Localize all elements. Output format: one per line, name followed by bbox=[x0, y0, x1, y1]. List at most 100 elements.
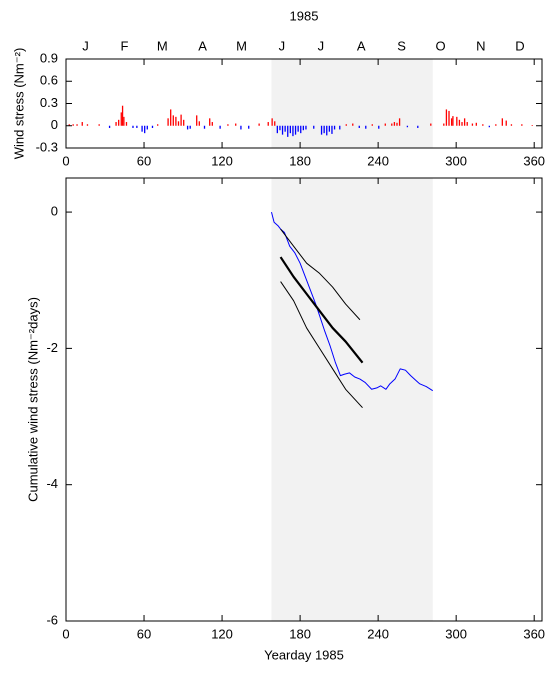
bar bbox=[170, 109, 172, 126]
bar bbox=[271, 118, 273, 126]
x-tick-label: 240 bbox=[367, 153, 389, 168]
bar bbox=[384, 123, 386, 126]
bar bbox=[198, 121, 200, 126]
month-label: J bbox=[279, 38, 286, 53]
bar bbox=[326, 125, 328, 136]
bar bbox=[121, 105, 124, 126]
bar bbox=[151, 125, 154, 128]
bar bbox=[358, 125, 360, 128]
bar bbox=[495, 124, 497, 126]
bar bbox=[144, 125, 146, 134]
bar bbox=[371, 124, 373, 126]
bar bbox=[186, 125, 189, 130]
month-label: A bbox=[357, 38, 366, 53]
bar bbox=[267, 122, 269, 126]
bar bbox=[365, 125, 367, 129]
month-label: A bbox=[198, 38, 207, 53]
x-tick-label: 300 bbox=[445, 626, 467, 641]
bar bbox=[294, 125, 297, 135]
month-label: M bbox=[236, 38, 247, 53]
bar bbox=[456, 116, 458, 126]
bar bbox=[396, 122, 398, 126]
bar bbox=[209, 118, 211, 126]
bar bbox=[287, 125, 289, 137]
month-label: N bbox=[476, 38, 485, 53]
bar bbox=[302, 125, 304, 131]
y-tick-label: -0.3 bbox=[36, 139, 58, 154]
axes-box bbox=[65, 177, 543, 622]
x-tick-label: 240 bbox=[367, 626, 389, 641]
bar bbox=[123, 116, 125, 126]
month-label: M bbox=[157, 38, 168, 53]
x-tick-label: 180 bbox=[289, 153, 311, 168]
month-label: J bbox=[318, 38, 325, 53]
bar bbox=[240, 125, 242, 130]
bar bbox=[501, 118, 503, 126]
bar bbox=[68, 124, 70, 126]
bar bbox=[320, 125, 323, 135]
bar bbox=[488, 125, 490, 128]
bar bbox=[72, 124, 74, 126]
month-label: O bbox=[435, 38, 445, 53]
bar bbox=[430, 123, 432, 126]
x-tick-label: 360 bbox=[523, 626, 545, 641]
bar bbox=[331, 125, 333, 134]
x-tick-label: 120 bbox=[211, 626, 233, 641]
bar bbox=[521, 124, 523, 126]
bar bbox=[289, 125, 291, 134]
month-label: D bbox=[515, 38, 524, 53]
bar bbox=[323, 125, 325, 134]
bar bbox=[203, 125, 206, 129]
month-label: S bbox=[397, 38, 406, 53]
x-tick-label: 120 bbox=[211, 153, 233, 168]
bar bbox=[172, 115, 174, 126]
bar bbox=[448, 110, 450, 126]
bar bbox=[177, 121, 180, 126]
month-label: F bbox=[121, 38, 129, 53]
bar bbox=[292, 125, 294, 137]
bar bbox=[258, 123, 260, 126]
month-label: J bbox=[82, 38, 89, 53]
bar bbox=[482, 124, 484, 126]
x-tick-label: 180 bbox=[289, 626, 311, 641]
bar bbox=[333, 125, 336, 130]
bar bbox=[445, 109, 448, 126]
x-tick-label: 300 bbox=[445, 153, 467, 168]
y-tick-label: -6 bbox=[46, 612, 58, 627]
bar bbox=[248, 125, 250, 129]
bar bbox=[235, 123, 237, 126]
bar bbox=[339, 125, 341, 130]
bar bbox=[300, 125, 302, 134]
bar bbox=[180, 114, 182, 126]
bar bbox=[471, 123, 474, 126]
bar bbox=[352, 123, 354, 126]
bar bbox=[219, 125, 221, 129]
bar bbox=[417, 125, 419, 128]
highlight-band bbox=[271, 59, 433, 148]
x-tick-label: 0 bbox=[62, 153, 69, 168]
y-axis-label: Wind stress (Nm⁻²) bbox=[11, 48, 26, 160]
bar bbox=[76, 124, 78, 126]
bar bbox=[463, 118, 466, 126]
bar bbox=[458, 119, 461, 126]
bar bbox=[115, 122, 117, 126]
bar bbox=[157, 124, 159, 126]
bar bbox=[274, 121, 276, 126]
bar bbox=[443, 123, 445, 126]
bar bbox=[450, 118, 453, 126]
bar bbox=[505, 120, 507, 126]
x-axis-label: Yearday 1985 bbox=[264, 647, 344, 662]
bar bbox=[313, 125, 315, 129]
bar bbox=[146, 125, 148, 130]
line bbox=[280, 228, 361, 321]
bar bbox=[406, 125, 409, 128]
line bbox=[271, 211, 434, 392]
bar bbox=[393, 122, 396, 126]
bar bbox=[141, 125, 143, 132]
bar bbox=[475, 122, 477, 126]
bar bbox=[211, 122, 213, 126]
highlight-band bbox=[271, 178, 433, 621]
bar bbox=[276, 125, 278, 134]
bar bbox=[305, 125, 307, 130]
bar bbox=[297, 125, 299, 132]
